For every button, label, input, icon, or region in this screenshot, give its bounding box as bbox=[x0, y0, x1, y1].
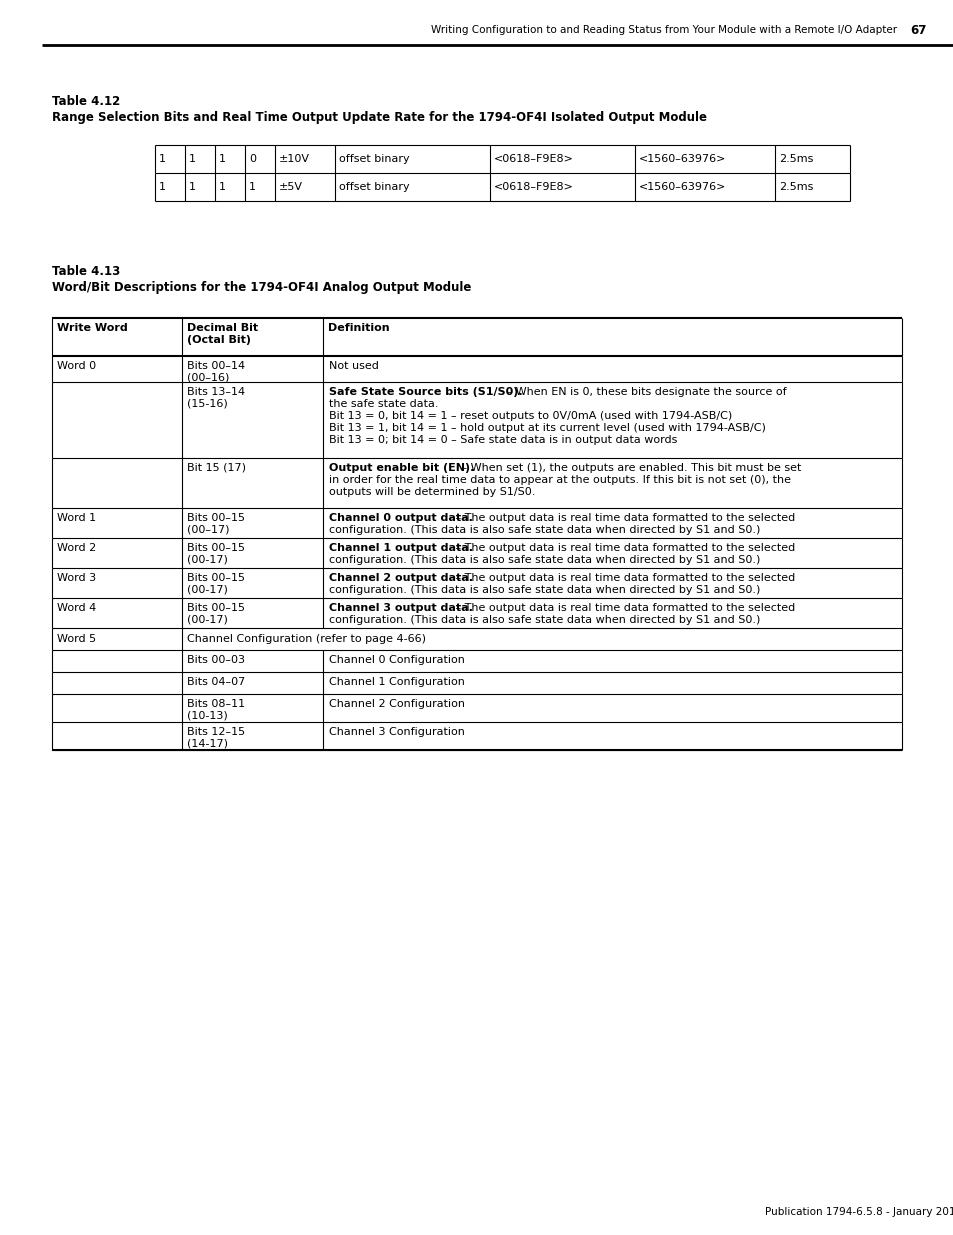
Text: 1: 1 bbox=[159, 182, 166, 191]
Text: 1: 1 bbox=[249, 182, 255, 191]
Text: 2.5ms: 2.5ms bbox=[779, 154, 813, 164]
Text: 1: 1 bbox=[189, 182, 195, 191]
Text: ±10V: ±10V bbox=[278, 154, 310, 164]
Text: Word 1: Word 1 bbox=[57, 513, 96, 522]
Text: Channel Configuration (refer to page 4-66): Channel Configuration (refer to page 4-6… bbox=[187, 634, 426, 643]
Text: <1560–63976>: <1560–63976> bbox=[639, 154, 725, 164]
Text: <0618–F9E8>: <0618–F9E8> bbox=[494, 154, 574, 164]
Text: configuration. (This data is also safe state data when directed by S1 and S0.): configuration. (This data is also safe s… bbox=[329, 615, 760, 625]
Text: – When set (1), the outputs are enabled. This bit must be set: – When set (1), the outputs are enabled.… bbox=[457, 463, 801, 473]
Text: ±5V: ±5V bbox=[278, 182, 303, 191]
Text: Bits 00–15
(00-17): Bits 00–15 (00-17) bbox=[187, 573, 245, 594]
Text: Word 3: Word 3 bbox=[57, 573, 96, 583]
Text: Word/Bit Descriptions for the 1794-OF4I Analog Output Module: Word/Bit Descriptions for the 1794-OF4I … bbox=[52, 282, 471, 294]
Text: 0: 0 bbox=[249, 154, 255, 164]
Text: Channel 3 output data.: Channel 3 output data. bbox=[329, 603, 473, 613]
Text: Writing Configuration to and Reading Status from Your Module with a Remote I/O A: Writing Configuration to and Reading Sta… bbox=[431, 25, 896, 35]
Text: Word 2: Word 2 bbox=[57, 543, 96, 553]
Text: Bit 13 = 1, bit 14 = 1 – hold output at its current level (used with 1794-ASB/C): Bit 13 = 1, bit 14 = 1 – hold output at … bbox=[329, 424, 765, 433]
Text: Channel 3 Configuration: Channel 3 Configuration bbox=[329, 727, 464, 737]
Text: offset binary: offset binary bbox=[338, 182, 409, 191]
Text: – The output data is real time data formatted to the selected: – The output data is real time data form… bbox=[452, 573, 795, 583]
Text: Bits 00–03: Bits 00–03 bbox=[187, 655, 245, 664]
Text: Channel 1 Configuration: Channel 1 Configuration bbox=[329, 677, 464, 687]
Text: Table 4.13: Table 4.13 bbox=[52, 266, 120, 278]
Text: offset binary: offset binary bbox=[338, 154, 409, 164]
Text: – When EN is 0, these bits designate the source of: – When EN is 0, these bits designate the… bbox=[502, 387, 785, 396]
Text: Bits 08–11
(10-13): Bits 08–11 (10-13) bbox=[187, 699, 245, 720]
Text: Range Selection Bits and Real Time Output Update Rate for the 1794-OF4I Isolated: Range Selection Bits and Real Time Outpu… bbox=[52, 111, 706, 124]
Text: 1: 1 bbox=[219, 182, 226, 191]
Text: Channel 1 output data.: Channel 1 output data. bbox=[329, 543, 473, 553]
Text: Bit 13 = 0, bit 14 = 1 – reset outputs to 0V/0mA (used with 1794-ASB/C): Bit 13 = 0, bit 14 = 1 – reset outputs t… bbox=[329, 411, 732, 421]
Text: Write Word: Write Word bbox=[57, 324, 128, 333]
Text: Definition: Definition bbox=[328, 324, 389, 333]
Text: Bits 00–15
(00–17): Bits 00–15 (00–17) bbox=[187, 513, 245, 535]
Text: – The output data is real time data formatted to the selected: – The output data is real time data form… bbox=[452, 603, 795, 613]
Text: Word 5: Word 5 bbox=[57, 634, 96, 643]
Text: Table 4.12: Table 4.12 bbox=[52, 95, 120, 107]
Text: Channel 0 output data.: Channel 0 output data. bbox=[329, 513, 473, 522]
Text: Channel 0 Configuration: Channel 0 Configuration bbox=[329, 655, 464, 664]
Text: – The output data is real time data formatted to the selected: – The output data is real time data form… bbox=[452, 513, 795, 522]
Text: Safe State Source bits (S1/S0).: Safe State Source bits (S1/S0). bbox=[329, 387, 522, 396]
Text: Channel 2 output data.: Channel 2 output data. bbox=[329, 573, 473, 583]
Text: configuration. (This data is also safe state data when directed by S1 and S0.): configuration. (This data is also safe s… bbox=[329, 555, 760, 564]
Text: 1: 1 bbox=[219, 154, 226, 164]
Text: 67: 67 bbox=[909, 23, 925, 37]
Text: the safe state data.: the safe state data. bbox=[329, 399, 438, 409]
Text: Output enable bit (EN).: Output enable bit (EN). bbox=[329, 463, 474, 473]
Text: Bits 00–14
(00–16): Bits 00–14 (00–16) bbox=[187, 361, 245, 383]
Text: Bit 13 = 0; bit 14 = 0 – Safe state data is in output data words: Bit 13 = 0; bit 14 = 0 – Safe state data… bbox=[329, 435, 677, 445]
Text: 1: 1 bbox=[189, 154, 195, 164]
Text: Bits 00–15
(00-17): Bits 00–15 (00-17) bbox=[187, 603, 245, 625]
Text: outputs will be determined by S1/S0.: outputs will be determined by S1/S0. bbox=[329, 487, 535, 496]
Text: Bits 00–15
(00-17): Bits 00–15 (00-17) bbox=[187, 543, 245, 564]
Text: <0618–F9E8>: <0618–F9E8> bbox=[494, 182, 574, 191]
Text: Word 0: Word 0 bbox=[57, 361, 96, 370]
Text: configuration. (This data is also safe state data when directed by S1 and S0.): configuration. (This data is also safe s… bbox=[329, 585, 760, 595]
Text: Bit 15 (17): Bit 15 (17) bbox=[187, 463, 246, 473]
Text: Bits 04–07: Bits 04–07 bbox=[187, 677, 245, 687]
Text: Publication 1794-6.5.8 - January 2010: Publication 1794-6.5.8 - January 2010 bbox=[764, 1207, 953, 1216]
Text: in order for the real time data to appear at the outputs. If this bit is not set: in order for the real time data to appea… bbox=[329, 475, 790, 485]
Text: – The output data is real time data formatted to the selected: – The output data is real time data form… bbox=[452, 543, 795, 553]
Text: Not used: Not used bbox=[329, 361, 378, 370]
Text: <1560–63976>: <1560–63976> bbox=[639, 182, 725, 191]
Text: Bits 13–14
(15-16): Bits 13–14 (15-16) bbox=[187, 387, 245, 409]
Text: Channel 2 Configuration: Channel 2 Configuration bbox=[329, 699, 464, 709]
Text: 2.5ms: 2.5ms bbox=[779, 182, 813, 191]
Text: Decimal Bit
(Octal Bit): Decimal Bit (Octal Bit) bbox=[187, 324, 258, 345]
Text: Word 4: Word 4 bbox=[57, 603, 96, 613]
Text: configuration. (This data is also safe state data when directed by S1 and S0.): configuration. (This data is also safe s… bbox=[329, 525, 760, 535]
Text: Bits 12–15
(14-17): Bits 12–15 (14-17) bbox=[187, 727, 245, 748]
Text: 1: 1 bbox=[159, 154, 166, 164]
